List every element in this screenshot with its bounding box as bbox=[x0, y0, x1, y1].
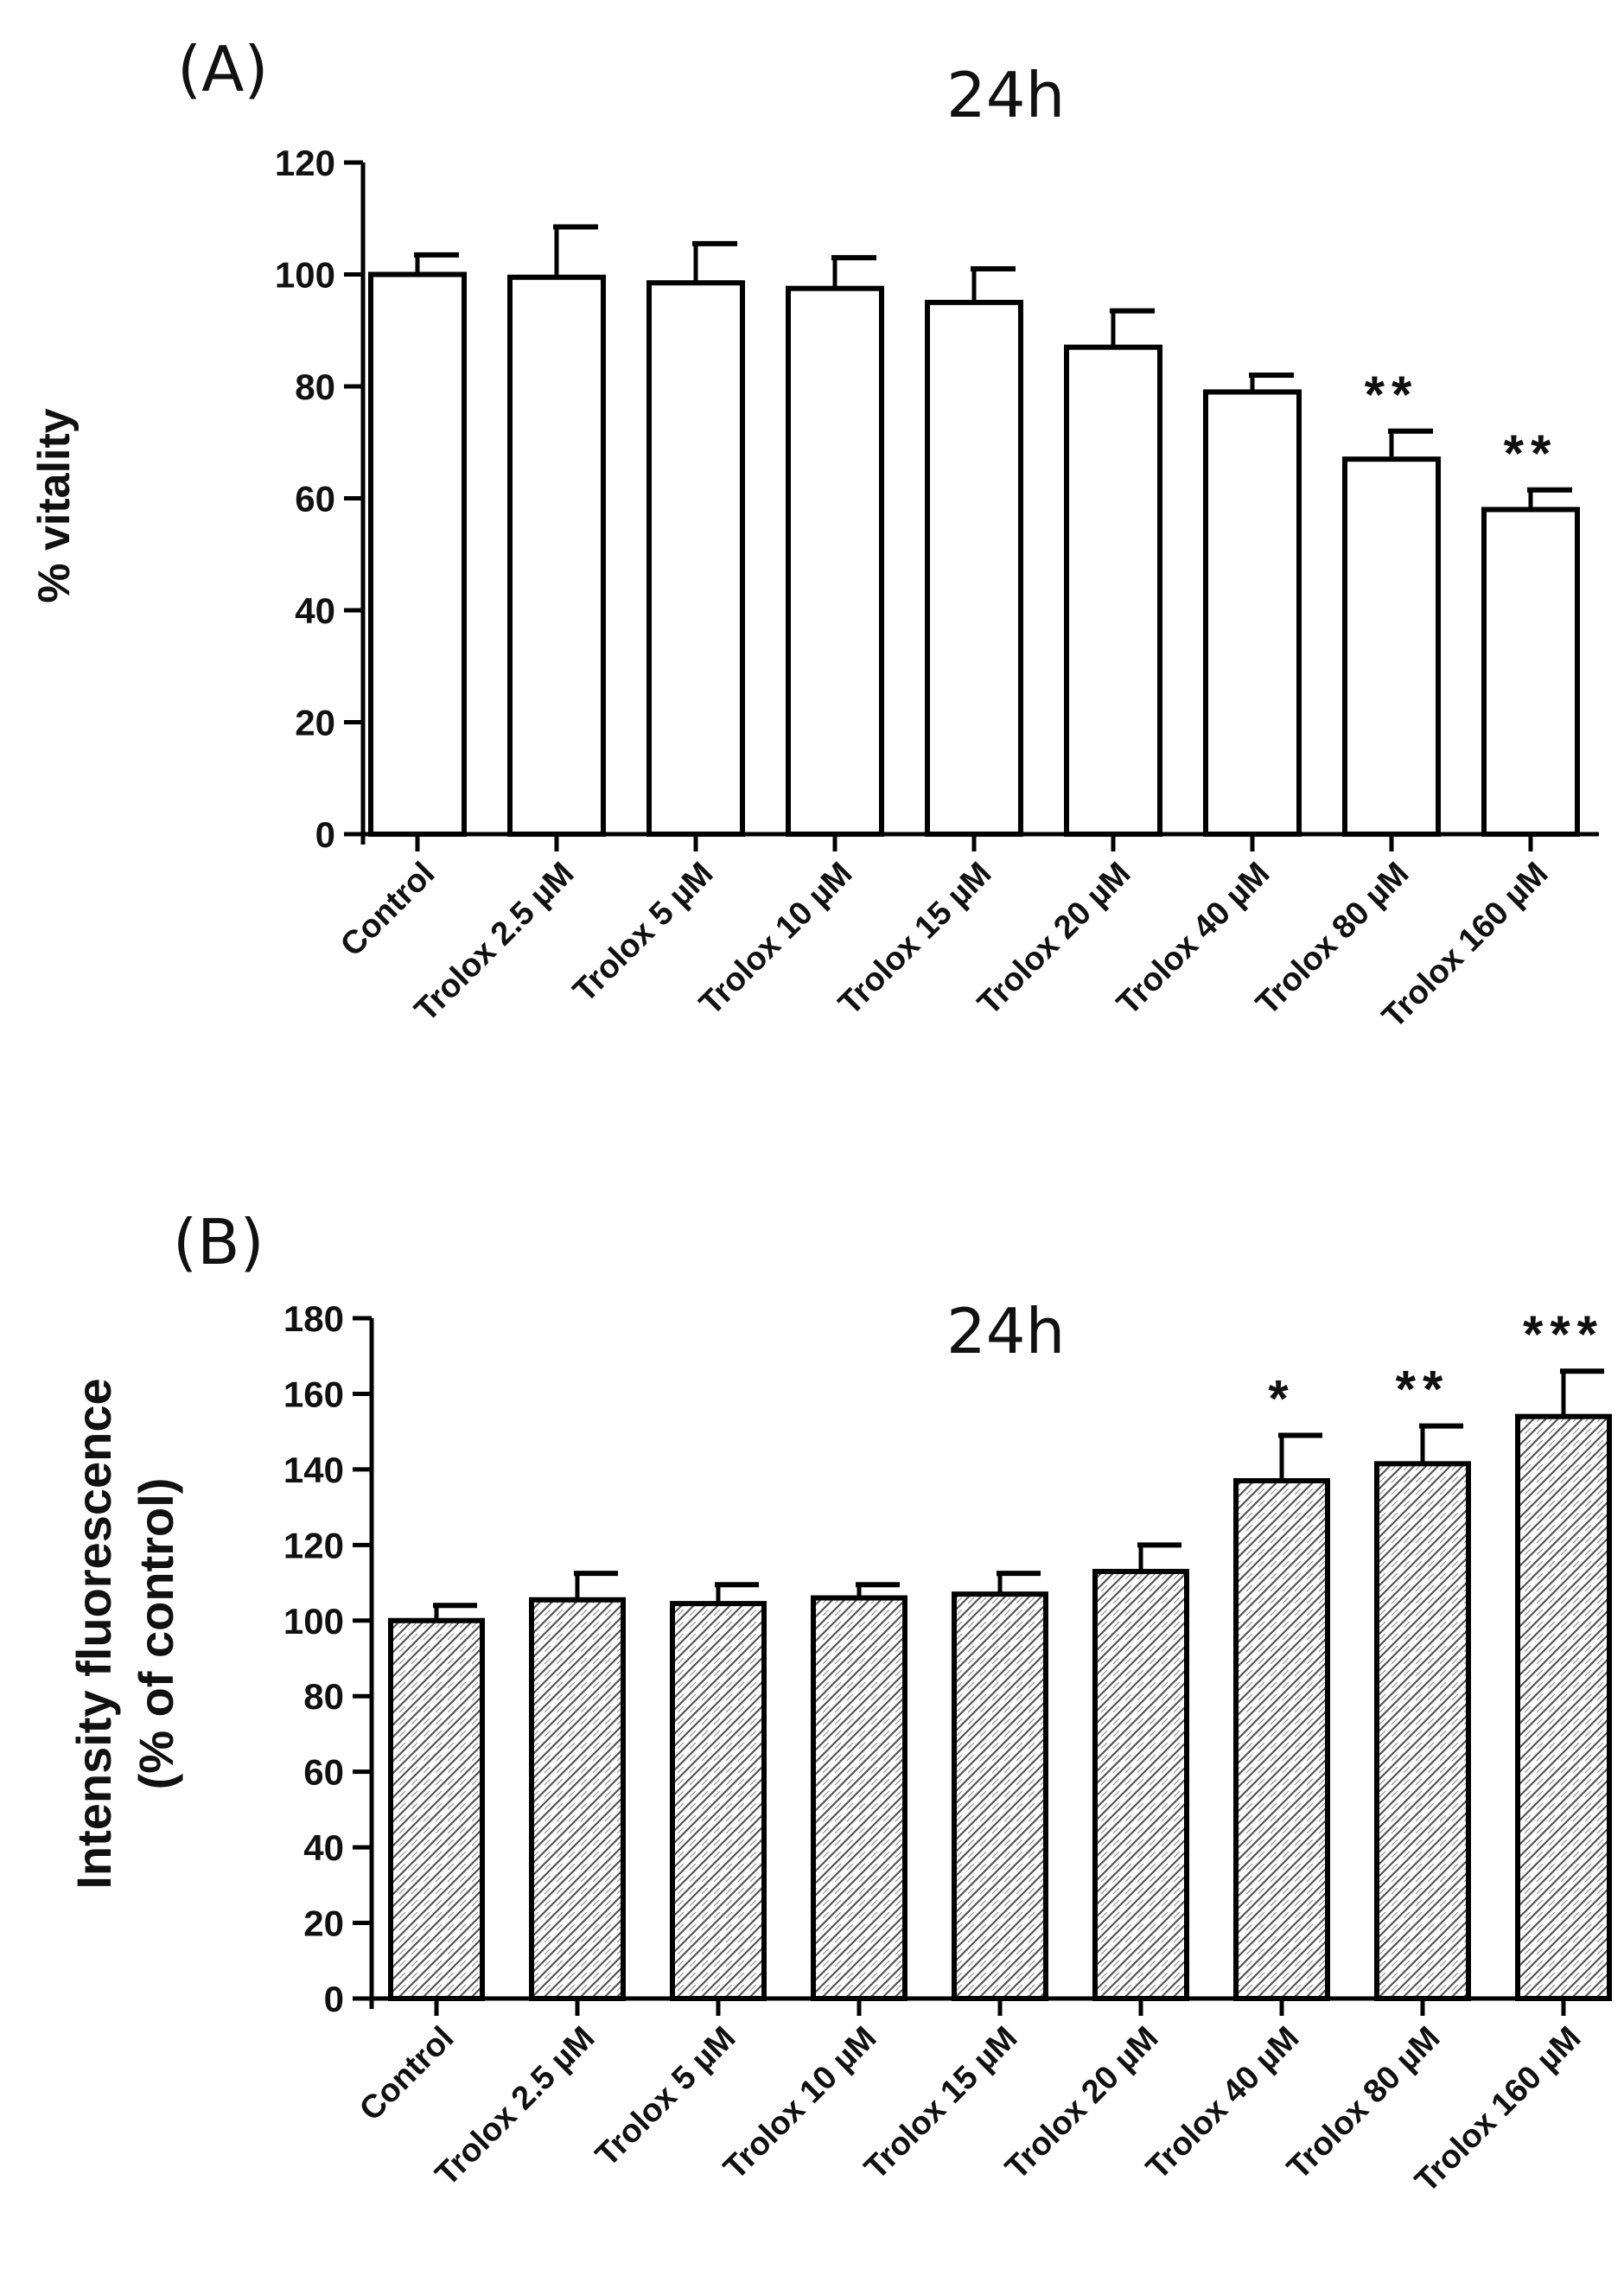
y-tick-label-a-60: 60 bbox=[295, 479, 335, 520]
panel-b-label: (B) bbox=[173, 1206, 264, 1278]
y-tick-label-a-80: 80 bbox=[295, 367, 335, 407]
panel-a-title: 24h bbox=[946, 59, 1065, 131]
panel-a-y-axis-label: % vitality bbox=[29, 408, 80, 602]
y-tick-label-a-40: 40 bbox=[295, 590, 335, 631]
bar-a-7 bbox=[1342, 456, 1441, 837]
category-label-b-0: Control bbox=[353, 2020, 461, 2128]
category-label-b-2: Trolox 5 µM bbox=[589, 2020, 742, 2174]
y-tick-label-a-120: 120 bbox=[275, 143, 335, 183]
significance-b-6: * bbox=[1268, 1370, 1295, 1428]
bar-a-3 bbox=[786, 285, 884, 837]
y-tick-label-b-80: 80 bbox=[303, 1676, 344, 1717]
bar-b-5 bbox=[1092, 1568, 1189, 2001]
bar-a-5 bbox=[1064, 344, 1162, 837]
bar-b-2 bbox=[670, 1601, 767, 2001]
bar-a-0 bbox=[368, 271, 467, 837]
panel-b-y-axis-label-line1: Intensity fluorescence bbox=[67, 1378, 121, 1889]
bar-b-4 bbox=[952, 1591, 1048, 2002]
y-tick-label-b-120: 120 bbox=[283, 1525, 344, 1565]
y-tick-label-b-160: 160 bbox=[283, 1374, 344, 1414]
bar-a-4 bbox=[925, 299, 1023, 837]
significance-a-8: ** bbox=[1504, 424, 1558, 482]
y-tick-label-b-0: 0 bbox=[324, 1979, 344, 2019]
bar-a-1 bbox=[507, 274, 606, 837]
y-tick-label-b-60: 60 bbox=[303, 1752, 344, 1793]
bar-b-0 bbox=[388, 1617, 485, 2002]
category-label-a-0: Control bbox=[334, 856, 442, 964]
bar-a-2 bbox=[646, 280, 745, 837]
panel-a-label: (A) bbox=[177, 33, 268, 105]
category-label-a-2: Trolox 5 µM bbox=[566, 856, 720, 1010]
y-tick-label-b-180: 180 bbox=[283, 1298, 344, 1339]
bar-a-8 bbox=[1481, 507, 1580, 837]
significance-b-7: ** bbox=[1396, 1361, 1450, 1419]
panel-b-y-axis-label-line2: (% of control) bbox=[129, 1478, 183, 1790]
bar-b-3 bbox=[811, 1595, 908, 2001]
bar-b-1 bbox=[529, 1597, 626, 2002]
y-tick-label-a-100: 100 bbox=[275, 255, 335, 296]
y-tick-label-a-20: 20 bbox=[295, 703, 335, 743]
significance-a-7: ** bbox=[1365, 366, 1419, 424]
bar-a-6 bbox=[1203, 389, 1302, 837]
significance-b-8: *** bbox=[1523, 1305, 1604, 1363]
y-tick-label-b-140: 140 bbox=[283, 1450, 344, 1490]
y-tick-label-b-40: 40 bbox=[303, 1827, 344, 1868]
y-tick-label-a-0: 0 bbox=[315, 814, 335, 855]
panel-b-title: 24h bbox=[946, 1295, 1065, 1368]
y-tick-label-b-100: 100 bbox=[283, 1601, 344, 1642]
bar-b-6 bbox=[1233, 1478, 1330, 2002]
y-tick-label-b-20: 20 bbox=[303, 1903, 344, 1944]
bar-b-8 bbox=[1515, 1413, 1612, 2001]
bar-b-7 bbox=[1374, 1461, 1471, 2001]
